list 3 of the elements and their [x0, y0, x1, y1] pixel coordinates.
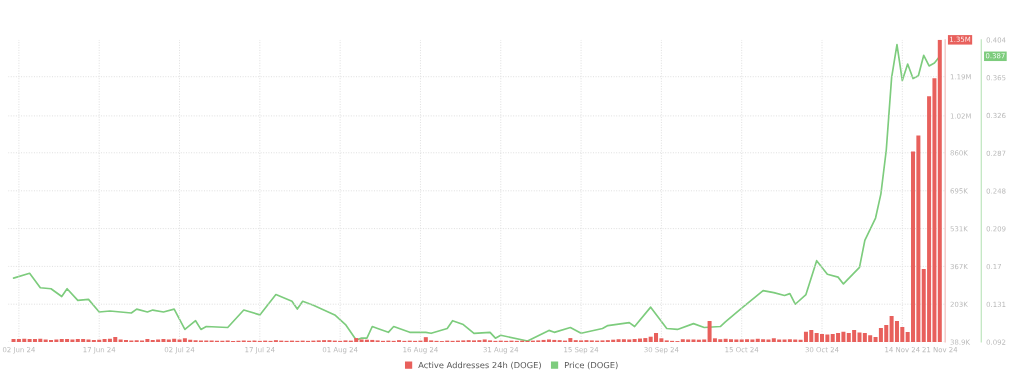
legend-label: Active Addresses 24h (DOGE) — [418, 361, 541, 370]
line-series — [12, 43, 941, 342]
legend-label: Price (DOGE) — [564, 361, 618, 370]
